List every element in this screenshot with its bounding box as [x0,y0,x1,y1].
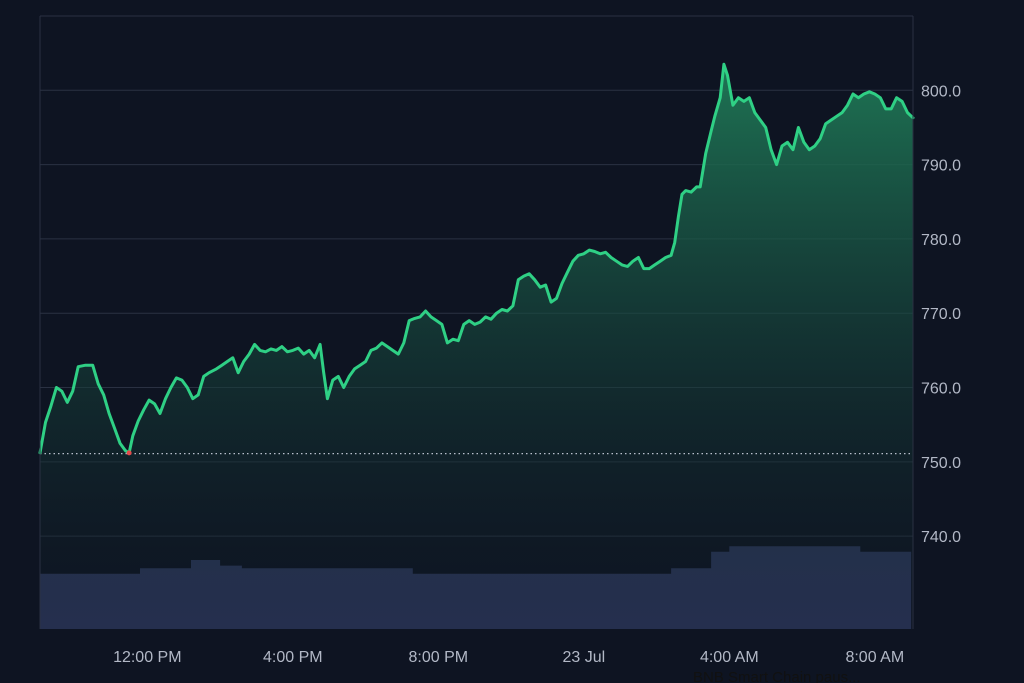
x-axis-labels: 12:00 PM 4:00 PM 8:00 PM 23 Jul 4:00 AM 8:00 … [113,649,904,666]
y-tick-label-6: 740.0 [921,529,961,546]
news-caption[interactable]: BNB Smart Chain paus... [693,669,861,683]
x-tick-label-3: 23 Jul [562,649,605,666]
price-line [38,62,915,455]
price-area-fill [40,64,913,630]
y-tick-label-4: 760.0 [921,381,961,398]
y-tick-label-0: 800.0 [921,83,961,100]
plot-frame [39,15,914,629]
low-point-marker [126,450,132,456]
x-tick-label-4: 4:00 AM [700,649,759,666]
y-tick-label-5: 750.0 [921,455,961,472]
x-tick-label-0: 12:00 PM [113,649,181,666]
y-axis-labels: 800.0 790.0 780.0 770.0 760.0 750.0 740.0 [921,83,961,546]
y-tick-label-1: 790.0 [921,158,961,175]
y-tick-label-3: 770.0 [921,306,961,323]
x-tick-label-1: 4:00 PM [263,649,323,666]
x-tick-label-2: 8:00 PM [409,649,469,666]
y-tick-label-2: 780.0 [921,232,961,249]
x-tick-label-5: 8:00 AM [845,649,904,666]
